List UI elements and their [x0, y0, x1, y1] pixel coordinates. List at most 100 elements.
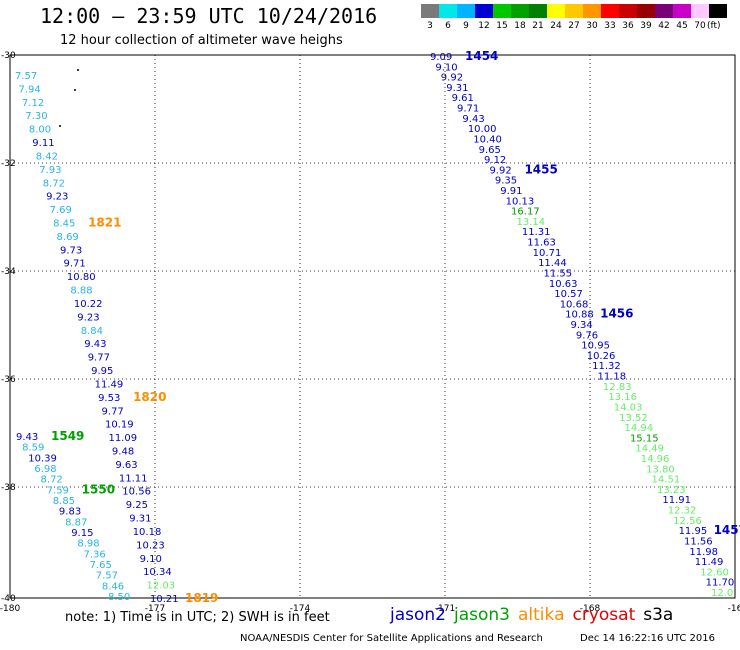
footer-credit: NOAA/NESDIS Center for Satellite Applica… — [240, 633, 543, 644]
wave-height-value: 11.11 — [119, 473, 148, 484]
x-tick-label: -171 — [435, 604, 455, 614]
pass-number-label: 1819 — [185, 591, 218, 605]
wave-height-value: 8.72 — [41, 475, 63, 486]
pass-number-label: 1454 — [465, 49, 498, 63]
units-note: note: 1) Time is in UTC; 2) SWH is in fe… — [65, 610, 330, 625]
scale-swatch — [691, 4, 709, 18]
wave-height-value: 7.36 — [83, 549, 105, 560]
pass-number-label: 1821 — [88, 216, 121, 230]
wave-height-value: 10.71 — [533, 248, 562, 259]
wave-height-value: 10.63 — [549, 279, 578, 290]
scale-swatch — [673, 4, 691, 18]
wave-height-value: 8.69 — [57, 232, 79, 243]
wave-height-value: 11.32 — [592, 361, 621, 372]
wave-height-value: 9.12 — [484, 155, 506, 166]
wave-height-value: 7.65 — [90, 560, 112, 571]
scale-label: 39 — [640, 21, 652, 31]
map-frame — [9, 54, 736, 599]
pass-number-label: 1456 — [600, 307, 633, 321]
scale-swatch — [457, 4, 475, 18]
scale-label: 12 — [478, 21, 490, 31]
wave-height-value: 11.31 — [522, 227, 551, 238]
scale-swatch — [475, 4, 493, 18]
wave-height-value: 9.23 — [46, 192, 68, 203]
legend-jason2: jason2 — [390, 605, 446, 625]
x-tick-label: -180 — [0, 604, 20, 614]
wave-height-value: 11.49 — [95, 379, 124, 390]
scale-label: 30 — [586, 21, 598, 31]
y-tick-label: -38 — [1, 483, 16, 493]
y-tick-label: -40 — [1, 594, 16, 604]
wave-height-value: 10.00 — [468, 124, 497, 135]
wave-height-value: 11.56 — [684, 536, 713, 547]
wave-height-value: 13.14 — [516, 217, 545, 228]
wave-height-value: 7.57 — [15, 71, 37, 82]
footer-timestamp: Dec 14 16:22:16 UTC 2016 — [580, 633, 715, 644]
scale-label: 33 — [604, 21, 616, 31]
scale-label: 15 — [496, 21, 508, 31]
wave-height-value: 14.96 — [641, 454, 670, 465]
wave-height-value: 7.69 — [50, 205, 72, 216]
wave-height-value: 12.32 — [668, 506, 697, 517]
scale-unit: (ft) — [707, 21, 721, 31]
satellite-legend: jason2 jason3 altika cryosat s3a — [390, 605, 681, 625]
wave-height-value: 7.59 — [47, 485, 69, 496]
wave-height-value: 11.49 — [695, 557, 724, 568]
scale-swatch — [547, 4, 565, 18]
wave-height-value: 13.52 — [619, 413, 648, 424]
wave-height-value: 12.03 — [147, 581, 176, 592]
x-tick-label: -177 — [145, 604, 165, 614]
wave-height-value: 9.23 — [77, 312, 99, 323]
scale-swatch — [439, 4, 457, 18]
wave-height-value: 10.22 — [74, 299, 103, 310]
scale-swatch — [709, 4, 727, 18]
wave-height-value: 13.16 — [608, 392, 637, 403]
legend-altika: altika — [518, 605, 565, 625]
wave-height-value: 9.63 — [115, 460, 137, 471]
wave-height-value: 10.80 — [67, 272, 96, 283]
scale-swatch — [529, 4, 547, 18]
wave-height-value: 10.57 — [554, 289, 583, 300]
legend-cryosat: cryosat — [572, 605, 636, 625]
wave-height-value: 11.91 — [662, 495, 691, 506]
pass-number-label: 1550 — [82, 482, 115, 496]
wave-height-value: 8.42 — [36, 151, 58, 162]
scale-swatch — [511, 4, 529, 18]
scale-swatch — [493, 4, 511, 18]
wave-height-value: 10.95 — [581, 341, 610, 352]
wave-height-value: 9.34 — [571, 320, 593, 331]
wave-height-value: 9.77 — [88, 353, 110, 364]
wave-height-value: 8.88 — [70, 286, 92, 297]
wave-height-value: 9.92 — [441, 73, 463, 84]
scale-swatch — [565, 4, 583, 18]
page-title: 12:00 – 23:59 UTC 10/24/2016 — [40, 4, 378, 28]
scale-label: 42 — [658, 21, 670, 31]
pass-number-label: 1549 — [51, 429, 84, 443]
wave-height-value: 9.71 — [457, 104, 479, 115]
wave-height-value: 8.59 — [22, 443, 44, 454]
wave-height-value: 11.98 — [689, 547, 718, 558]
legend-jason3: jason3 — [454, 605, 510, 625]
wave-height-value: 8.72 — [43, 178, 65, 189]
wave-height-value: 8.00 — [29, 125, 51, 136]
wave-height-value: 8.84 — [81, 326, 103, 337]
wave-height-value: 6.98 — [34, 464, 56, 475]
y-tick-label: -32 — [1, 159, 16, 169]
scale-label: 27 — [568, 21, 580, 31]
data-dot — [59, 125, 61, 127]
wave-height-value: 11.09 — [108, 433, 137, 444]
wave-height-value: 9.43 — [84, 339, 106, 350]
scale-swatch — [421, 4, 439, 18]
wave-height-value: 12.56 — [673, 516, 702, 527]
wave-height-value: 9.09 — [430, 52, 452, 63]
wave-height-value: 7.94 — [18, 84, 40, 95]
wave-height-value: 9.76 — [576, 330, 598, 341]
scale-label: 6 — [445, 21, 451, 31]
legend-s3a: s3a — [643, 605, 674, 625]
wave-height-value: 9.35 — [495, 176, 517, 187]
pass-number-label: 1455 — [524, 162, 557, 176]
wave-height-value: 10.56 — [122, 487, 151, 498]
wave-height-value: 10.13 — [506, 196, 535, 207]
